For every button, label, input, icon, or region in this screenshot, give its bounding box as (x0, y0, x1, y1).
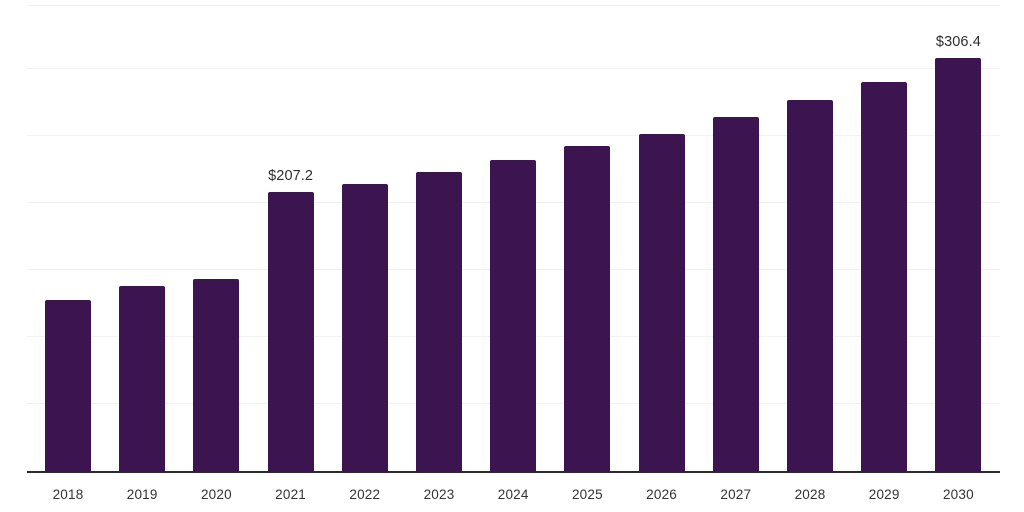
gridline (27, 135, 1000, 136)
bar[interactable] (861, 82, 908, 472)
bar[interactable] (638, 134, 685, 472)
gridline (27, 5, 1000, 6)
x-axis-tick-label: 2024 (497, 487, 529, 502)
bar[interactable] (712, 117, 759, 472)
bar[interactable] (935, 58, 982, 472)
x-axis-tick-label: 2018 (52, 487, 84, 502)
x-axis-tick-label: 2019 (126, 487, 158, 502)
x-axis-tick-label: 2021 (275, 487, 307, 502)
bar[interactable] (267, 192, 314, 472)
x-axis-tick-label: 2022 (349, 487, 381, 502)
gridline (27, 68, 1000, 69)
bar[interactable] (193, 278, 240, 472)
x-axis-tick-label: 2026 (646, 487, 678, 502)
bar[interactable] (416, 172, 462, 472)
bar-value-label: $207.2 (268, 168, 314, 185)
x-axis-tick-label: 2025 (571, 487, 603, 502)
bar[interactable] (490, 160, 537, 472)
x-axis-tick-label: 2027 (720, 487, 752, 502)
bar[interactable] (564, 146, 611, 472)
bar[interactable] (45, 300, 91, 472)
x-axis-tick-label: 2030 (942, 487, 974, 502)
bar-value-label: $306.4 (935, 34, 981, 51)
x-axis-tick-label: 2029 (868, 487, 900, 502)
bar[interactable] (787, 100, 833, 472)
bar[interactable] (341, 183, 388, 472)
x-axis-tick-label: 2020 (200, 487, 232, 502)
x-axis-tick-label: 2028 (794, 487, 826, 502)
bar[interactable] (119, 285, 166, 472)
x-axis-tick-label: 2023 (423, 487, 455, 502)
